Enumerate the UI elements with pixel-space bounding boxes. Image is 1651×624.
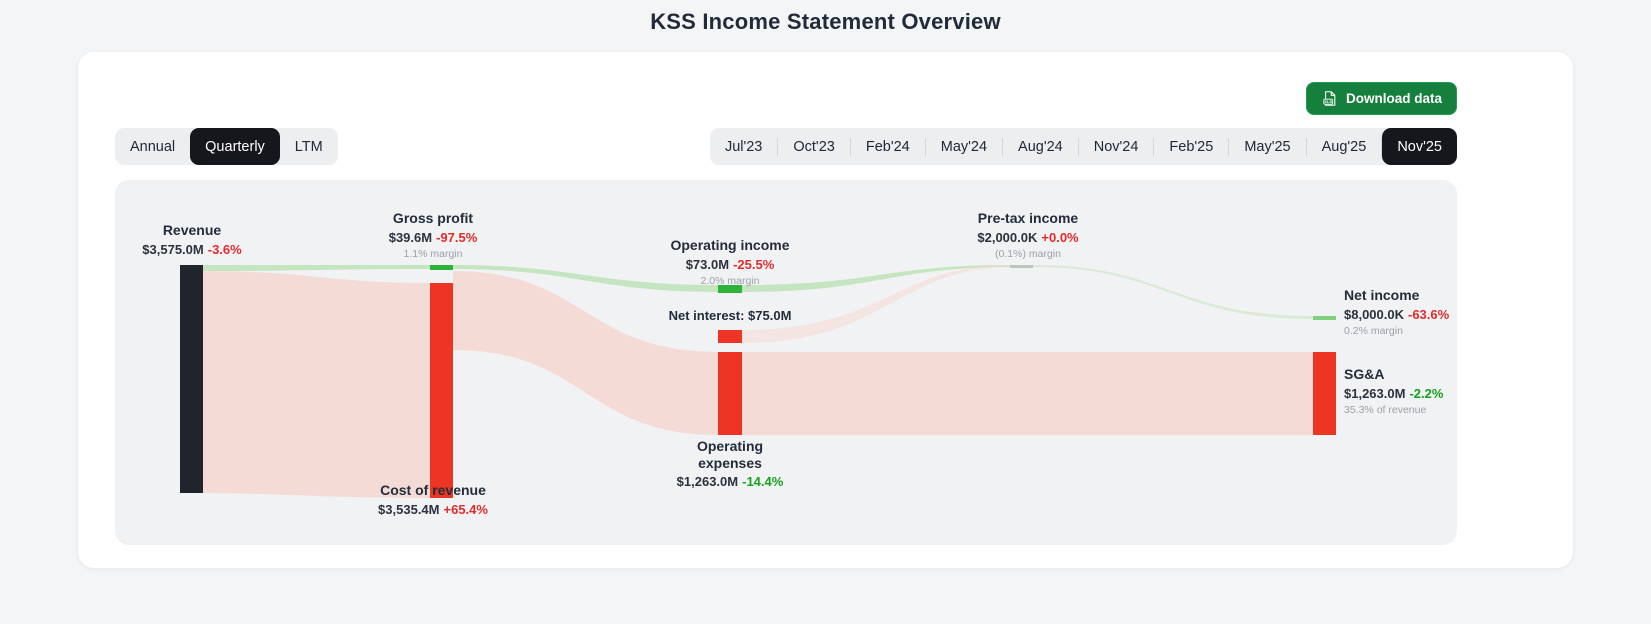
node-label-net-interest: Net interest: $75.0M bbox=[669, 308, 792, 323]
node-margin: 1.1% margin bbox=[403, 247, 463, 260]
node-revenue bbox=[180, 265, 203, 493]
node-margin: 2.0% margin bbox=[700, 274, 760, 287]
node-margin: 0.2% margin bbox=[1344, 324, 1403, 337]
node-title: Net income bbox=[1344, 287, 1420, 303]
node-pre-tax-income bbox=[1010, 265, 1033, 268]
tab-divider bbox=[1002, 137, 1004, 156]
flow-pre-tax-net-income bbox=[1033, 265, 1313, 319]
tab-nov25[interactable]: Nov'25 bbox=[1382, 128, 1457, 165]
node-value: $3,535.4M bbox=[378, 501, 440, 517]
node-title: Gross profit bbox=[392, 210, 474, 226]
download-data-button[interactable]: XLS Download data bbox=[1305, 82, 1457, 115]
tab-divider bbox=[1153, 137, 1155, 156]
node-value: $39.6M bbox=[388, 229, 433, 245]
page-title: KSS Income Statement Overview bbox=[650, 9, 1001, 34]
tab-oct23[interactable]: Oct'23 bbox=[793, 138, 835, 155]
node-change: -2.2% bbox=[1409, 385, 1444, 401]
node-gross-profit bbox=[430, 265, 453, 270]
period-basis-toggle: Annual Quarterly LTM bbox=[115, 128, 338, 165]
node-label-sga: SG&A $1,263.0M -2.2% 35.3% of revenue bbox=[1344, 366, 1443, 416]
node-change: -97.5% bbox=[436, 229, 478, 245]
node-title: Revenue bbox=[162, 222, 222, 238]
node-title: SG&A bbox=[1344, 366, 1385, 382]
svg-text:XLS: XLS bbox=[1324, 99, 1332, 104]
xls-file-icon: XLS bbox=[1321, 90, 1338, 107]
node-change: +0.0% bbox=[1041, 229, 1079, 245]
tab-may24[interactable]: May'24 bbox=[940, 138, 988, 155]
node-change: -14.4% bbox=[742, 474, 784, 490]
node-label-operating-income: Operating income $73.0M -25.5% 2.0% margi… bbox=[670, 237, 789, 287]
node-value: $73.0M bbox=[685, 256, 730, 272]
node-title: Cost of revenue bbox=[380, 482, 486, 498]
tab-feb24[interactable]: Feb'24 bbox=[865, 138, 910, 155]
flow-operating-income-pre-tax bbox=[742, 265, 1010, 292]
node-title: Operating income bbox=[670, 237, 790, 253]
node-label-revenue: Revenue $3,575.0M -3.6% bbox=[142, 222, 241, 257]
tab-feb25[interactable]: Feb'25 bbox=[1169, 138, 1214, 155]
node-cost-of-revenue bbox=[430, 283, 453, 498]
node-title: Net interest: $75.0M bbox=[668, 308, 792, 323]
tab-divider bbox=[1228, 137, 1230, 156]
tab-nov24[interactable]: Nov'24 bbox=[1093, 138, 1139, 155]
node-change: +65.4% bbox=[443, 501, 488, 517]
node-operating-income bbox=[718, 285, 742, 293]
flow-revenue-gross-profit bbox=[203, 265, 430, 271]
toggle-ltm[interactable]: LTM bbox=[294, 138, 323, 155]
tab-divider bbox=[924, 137, 926, 156]
node-change: -25.5% bbox=[733, 256, 775, 272]
node-label-cost-of-revenue: Cost of revenue $3,535.4M +65.4% bbox=[378, 482, 488, 517]
flow-operating-expenses-sga bbox=[742, 352, 1313, 435]
node-net-interest bbox=[718, 330, 742, 343]
sankey-chart-panel: Revenue $3,575.0M -3.6% Gross profit $39.… bbox=[115, 180, 1457, 545]
node-margin: 35.3% of revenue bbox=[1344, 403, 1427, 416]
tab-may25[interactable]: May'25 bbox=[1244, 138, 1291, 155]
node-label-gross-profit: Gross profit $39.6M -97.5% 1.1% margin bbox=[389, 210, 478, 260]
flow-gross-profit-operating-expenses bbox=[453, 271, 718, 435]
tab-divider bbox=[849, 137, 851, 156]
tab-jul23[interactable]: Jul'23 bbox=[724, 138, 763, 155]
tab-aug25[interactable]: Aug'25 bbox=[1321, 138, 1367, 155]
node-label-net-income: Net income $8,000.0K -63.6% 0.2% margin bbox=[1344, 287, 1449, 337]
node-title: Pre-tax income bbox=[977, 210, 1079, 226]
node-title: Operating expenses bbox=[696, 438, 764, 471]
node-sga bbox=[1313, 352, 1336, 435]
period-tabs: Jul'23 Oct'23 Feb'24 May'24 Aug'24 Nov'2… bbox=[709, 128, 1457, 165]
node-margin: (0.1%) margin bbox=[995, 247, 1061, 260]
tab-divider bbox=[777, 137, 779, 156]
tab-divider bbox=[1381, 137, 1383, 156]
flow-revenue-cost-of-revenue bbox=[203, 271, 430, 498]
node-label-operating-expenses: Operating expenses $1,263.0M -14.4% bbox=[645, 438, 815, 489]
node-change: -63.6% bbox=[1408, 306, 1450, 322]
node-value: $8,000.0K bbox=[1344, 306, 1404, 322]
node-value: $3,575.0M bbox=[142, 241, 204, 257]
tab-aug24[interactable]: Aug'24 bbox=[1018, 138, 1063, 155]
node-value: $1,263.0M bbox=[1344, 385, 1406, 401]
toggle-quarterly[interactable]: Quarterly bbox=[190, 128, 280, 165]
node-value: $1,263.0M bbox=[676, 474, 739, 490]
download-data-label: Download data bbox=[1345, 91, 1442, 106]
flow-gross-profit-operating-income bbox=[453, 265, 718, 292]
sankey-chart bbox=[180, 265, 1336, 498]
toggle-annual[interactable]: Annual bbox=[130, 138, 176, 155]
node-change: -3.6% bbox=[207, 241, 242, 257]
node-label-pre-tax-income: Pre-tax income $2,000.0K +0.0% (0.1%) mar… bbox=[977, 210, 1078, 260]
tab-divider bbox=[1305, 137, 1307, 156]
node-net-income bbox=[1313, 316, 1336, 320]
main-card: XLS Download data Annual Quarterly LTM J… bbox=[78, 52, 1573, 568]
flow-net-interest-pre-tax bbox=[742, 265, 1010, 343]
tab-divider bbox=[1077, 137, 1079, 156]
node-operating-expenses bbox=[718, 352, 742, 435]
node-value: $2,000.0K bbox=[977, 229, 1038, 245]
